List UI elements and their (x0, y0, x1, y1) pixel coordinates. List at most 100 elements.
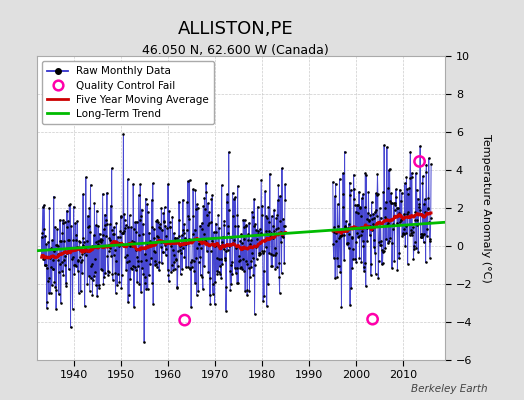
Point (347, 187, 355, 193)
Point (184, 264, 193, 270)
Point (337, 233, 345, 239)
Point (126, 242, 134, 249)
Point (262, 213, 270, 220)
Point (269, 228, 278, 234)
Point (158, 248, 167, 255)
Point (232, 270, 240, 276)
Point (391, 186, 400, 193)
Point (67, 223, 75, 229)
Point (96, 237, 104, 243)
Point (423, 226, 431, 232)
Point (197, 237, 205, 244)
Point (252, 244, 260, 250)
Point (246, 240, 254, 247)
Point (218, 239, 226, 245)
Point (120, 211, 128, 218)
Point (84, 223, 93, 229)
Point (420, 201, 428, 207)
Point (402, 230, 410, 236)
Point (152, 232, 161, 239)
Point (59, 272, 68, 278)
Point (331, 193, 339, 200)
Point (104, 268, 112, 274)
Point (385, 237, 394, 244)
Point (175, 216, 183, 223)
Point (74, 258, 83, 265)
Point (147, 254, 155, 261)
Point (92, 282, 100, 288)
Point (281, 197, 290, 204)
Point (106, 221, 114, 227)
Point (203, 248, 211, 254)
Point (144, 209, 152, 216)
Point (119, 229, 127, 236)
Point (402, 211, 411, 217)
Point (417, 231, 425, 237)
Point (245, 220, 253, 226)
Point (358, 238, 367, 244)
Point (86, 229, 94, 235)
Point (272, 215, 281, 221)
Point (359, 264, 368, 270)
Point (383, 144, 391, 150)
Point (352, 259, 361, 265)
Point (84, 224, 92, 230)
Point (396, 186, 404, 193)
Point (203, 212, 211, 218)
Legend: Raw Monthly Data, Quality Control Fail, Five Year Moving Average, Long-Term Tren: Raw Monthly Data, Quality Control Fail, … (42, 61, 214, 124)
Point (71, 220, 80, 226)
Point (118, 230, 126, 236)
Point (41, 232, 49, 239)
Point (277, 238, 285, 245)
Point (39, 204, 47, 210)
Point (416, 158, 424, 165)
Point (345, 221, 353, 227)
Point (415, 210, 423, 217)
Point (38, 252, 46, 259)
Point (359, 243, 367, 249)
Point (88, 292, 96, 298)
Point (337, 226, 346, 233)
Point (214, 269, 223, 275)
Point (99, 190, 107, 197)
Point (364, 210, 372, 216)
Point (233, 280, 241, 286)
Point (207, 219, 215, 226)
Point (129, 181, 137, 187)
Point (103, 252, 112, 259)
Point (49, 266, 58, 272)
Point (277, 270, 286, 276)
Point (388, 265, 396, 271)
Point (52, 287, 61, 293)
Point (363, 238, 372, 244)
Point (121, 216, 129, 223)
Point (101, 211, 109, 218)
Point (80, 239, 88, 245)
Point (395, 255, 403, 262)
Point (198, 220, 206, 226)
Point (45, 290, 53, 296)
Point (409, 228, 417, 235)
Point (329, 179, 337, 185)
Point (151, 260, 160, 267)
Point (141, 280, 149, 287)
Point (96, 238, 104, 245)
Point (76, 246, 84, 253)
Point (114, 271, 123, 277)
Point (185, 236, 193, 242)
Point (261, 188, 269, 195)
Point (122, 222, 130, 228)
Point (192, 255, 200, 261)
Point (68, 256, 76, 262)
Point (63, 249, 72, 256)
Point (193, 201, 201, 208)
Point (165, 208, 173, 214)
Point (113, 238, 121, 245)
Point (424, 195, 432, 201)
Point (339, 204, 347, 210)
Point (116, 213, 125, 219)
Point (422, 162, 431, 168)
Point (51, 242, 60, 248)
Point (233, 212, 242, 218)
Point (380, 142, 388, 148)
